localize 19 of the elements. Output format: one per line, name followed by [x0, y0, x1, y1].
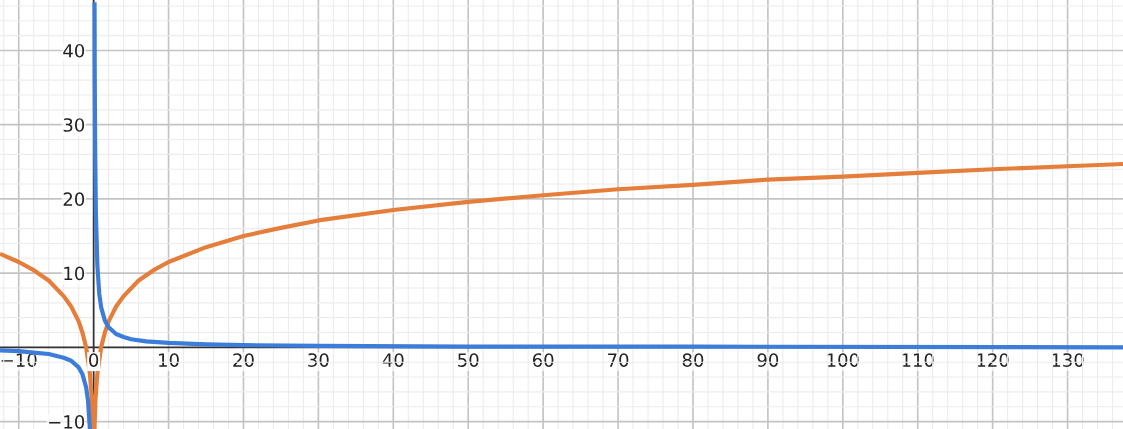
y-tick-label: 30 [63, 118, 85, 132]
x-tick-label: 110 [902, 353, 934, 367]
x-tick-label: 10 [159, 353, 179, 367]
x-tick-label: 70 [608, 353, 629, 367]
y-tick-label: −10 [49, 415, 85, 429]
x-tick-label: 20 [233, 353, 254, 367]
y-tick-label: 40 [63, 43, 85, 58]
x-tick-label: −10 [1, 353, 37, 367]
x-tick-label: 120 [977, 353, 1009, 367]
x-tick-label: 0 [89, 353, 99, 367]
y-tick-label: 20 [63, 192, 85, 207]
x-tick-label: 50 [458, 353, 479, 367]
x-tick-label: 40 [382, 353, 404, 367]
x-tick-label: 100 [827, 353, 859, 367]
x-tick-label: 90 [757, 353, 779, 367]
y-tick-label: 10 [64, 266, 85, 281]
x-tick-label: 60 [532, 353, 554, 367]
x-tick-label: 80 [682, 353, 704, 367]
x-tick-label: 30 [308, 353, 329, 367]
